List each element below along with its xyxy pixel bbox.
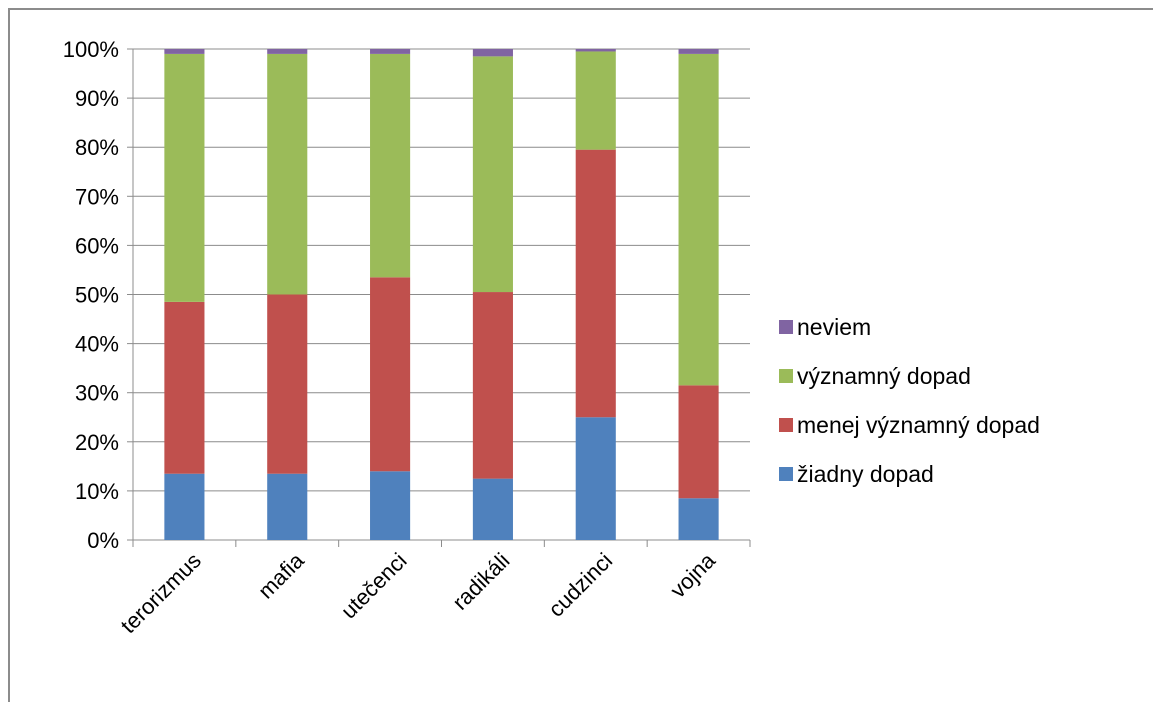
y-tick-label: 20%: [75, 430, 119, 455]
bar-segment: [575, 49, 616, 52]
bar-segment: [472, 478, 513, 540]
bar-segment: [472, 292, 513, 479]
x-category-label: terorizmus: [116, 548, 206, 638]
y-tick-label: 10%: [75, 479, 119, 504]
legend-label: menej významný dopad: [797, 412, 1040, 438]
bar-segment: [370, 277, 411, 472]
legend-label: žiadny dopad: [797, 461, 934, 487]
bar-segment: [472, 49, 513, 57]
bar-segment: [678, 49, 719, 54]
legend-swatch: [779, 369, 793, 383]
legend-label: neviem: [797, 314, 871, 340]
bar-segment: [370, 471, 411, 540]
y-tick-label: 0%: [87, 528, 119, 553]
y-tick-label: 70%: [75, 184, 119, 209]
bar-segment: [164, 53, 205, 302]
bar-segment: [267, 294, 308, 474]
x-category-label: utečenci: [336, 548, 412, 624]
bar-segment: [678, 498, 719, 540]
bar-segment: [267, 49, 308, 54]
y-tick-label: 100%: [63, 37, 119, 62]
bar-segment: [575, 51, 616, 150]
bar-segment: [164, 301, 205, 474]
bar-segment: [472, 56, 513, 293]
legend-swatch: [779, 418, 793, 432]
legend-label: významný dopad: [797, 363, 971, 389]
bar-segment: [267, 53, 308, 295]
legend-swatch: [779, 320, 793, 334]
x-category-label: vojna: [665, 547, 720, 602]
x-category-label: mafia: [253, 547, 309, 603]
y-tick-label: 90%: [75, 86, 119, 111]
bar-segment: [164, 49, 205, 54]
bar-segment: [678, 385, 719, 499]
bar-segment: [370, 49, 411, 54]
y-tick-label: 80%: [75, 135, 119, 160]
x-category-label: radikáli: [447, 548, 514, 615]
x-category-label: cudzinci: [543, 548, 617, 622]
legend-swatch: [779, 467, 793, 481]
y-tick-label: 60%: [75, 233, 119, 258]
bar-segment: [575, 417, 616, 540]
bar-segment: [370, 53, 411, 278]
bar-segment: [575, 149, 616, 418]
y-tick-label: 50%: [75, 283, 119, 308]
y-tick-label: 30%: [75, 381, 119, 406]
bar-segment: [267, 473, 308, 540]
y-tick-label: 40%: [75, 332, 119, 357]
bar-segment: [164, 473, 205, 540]
bar-segment: [678, 53, 719, 386]
